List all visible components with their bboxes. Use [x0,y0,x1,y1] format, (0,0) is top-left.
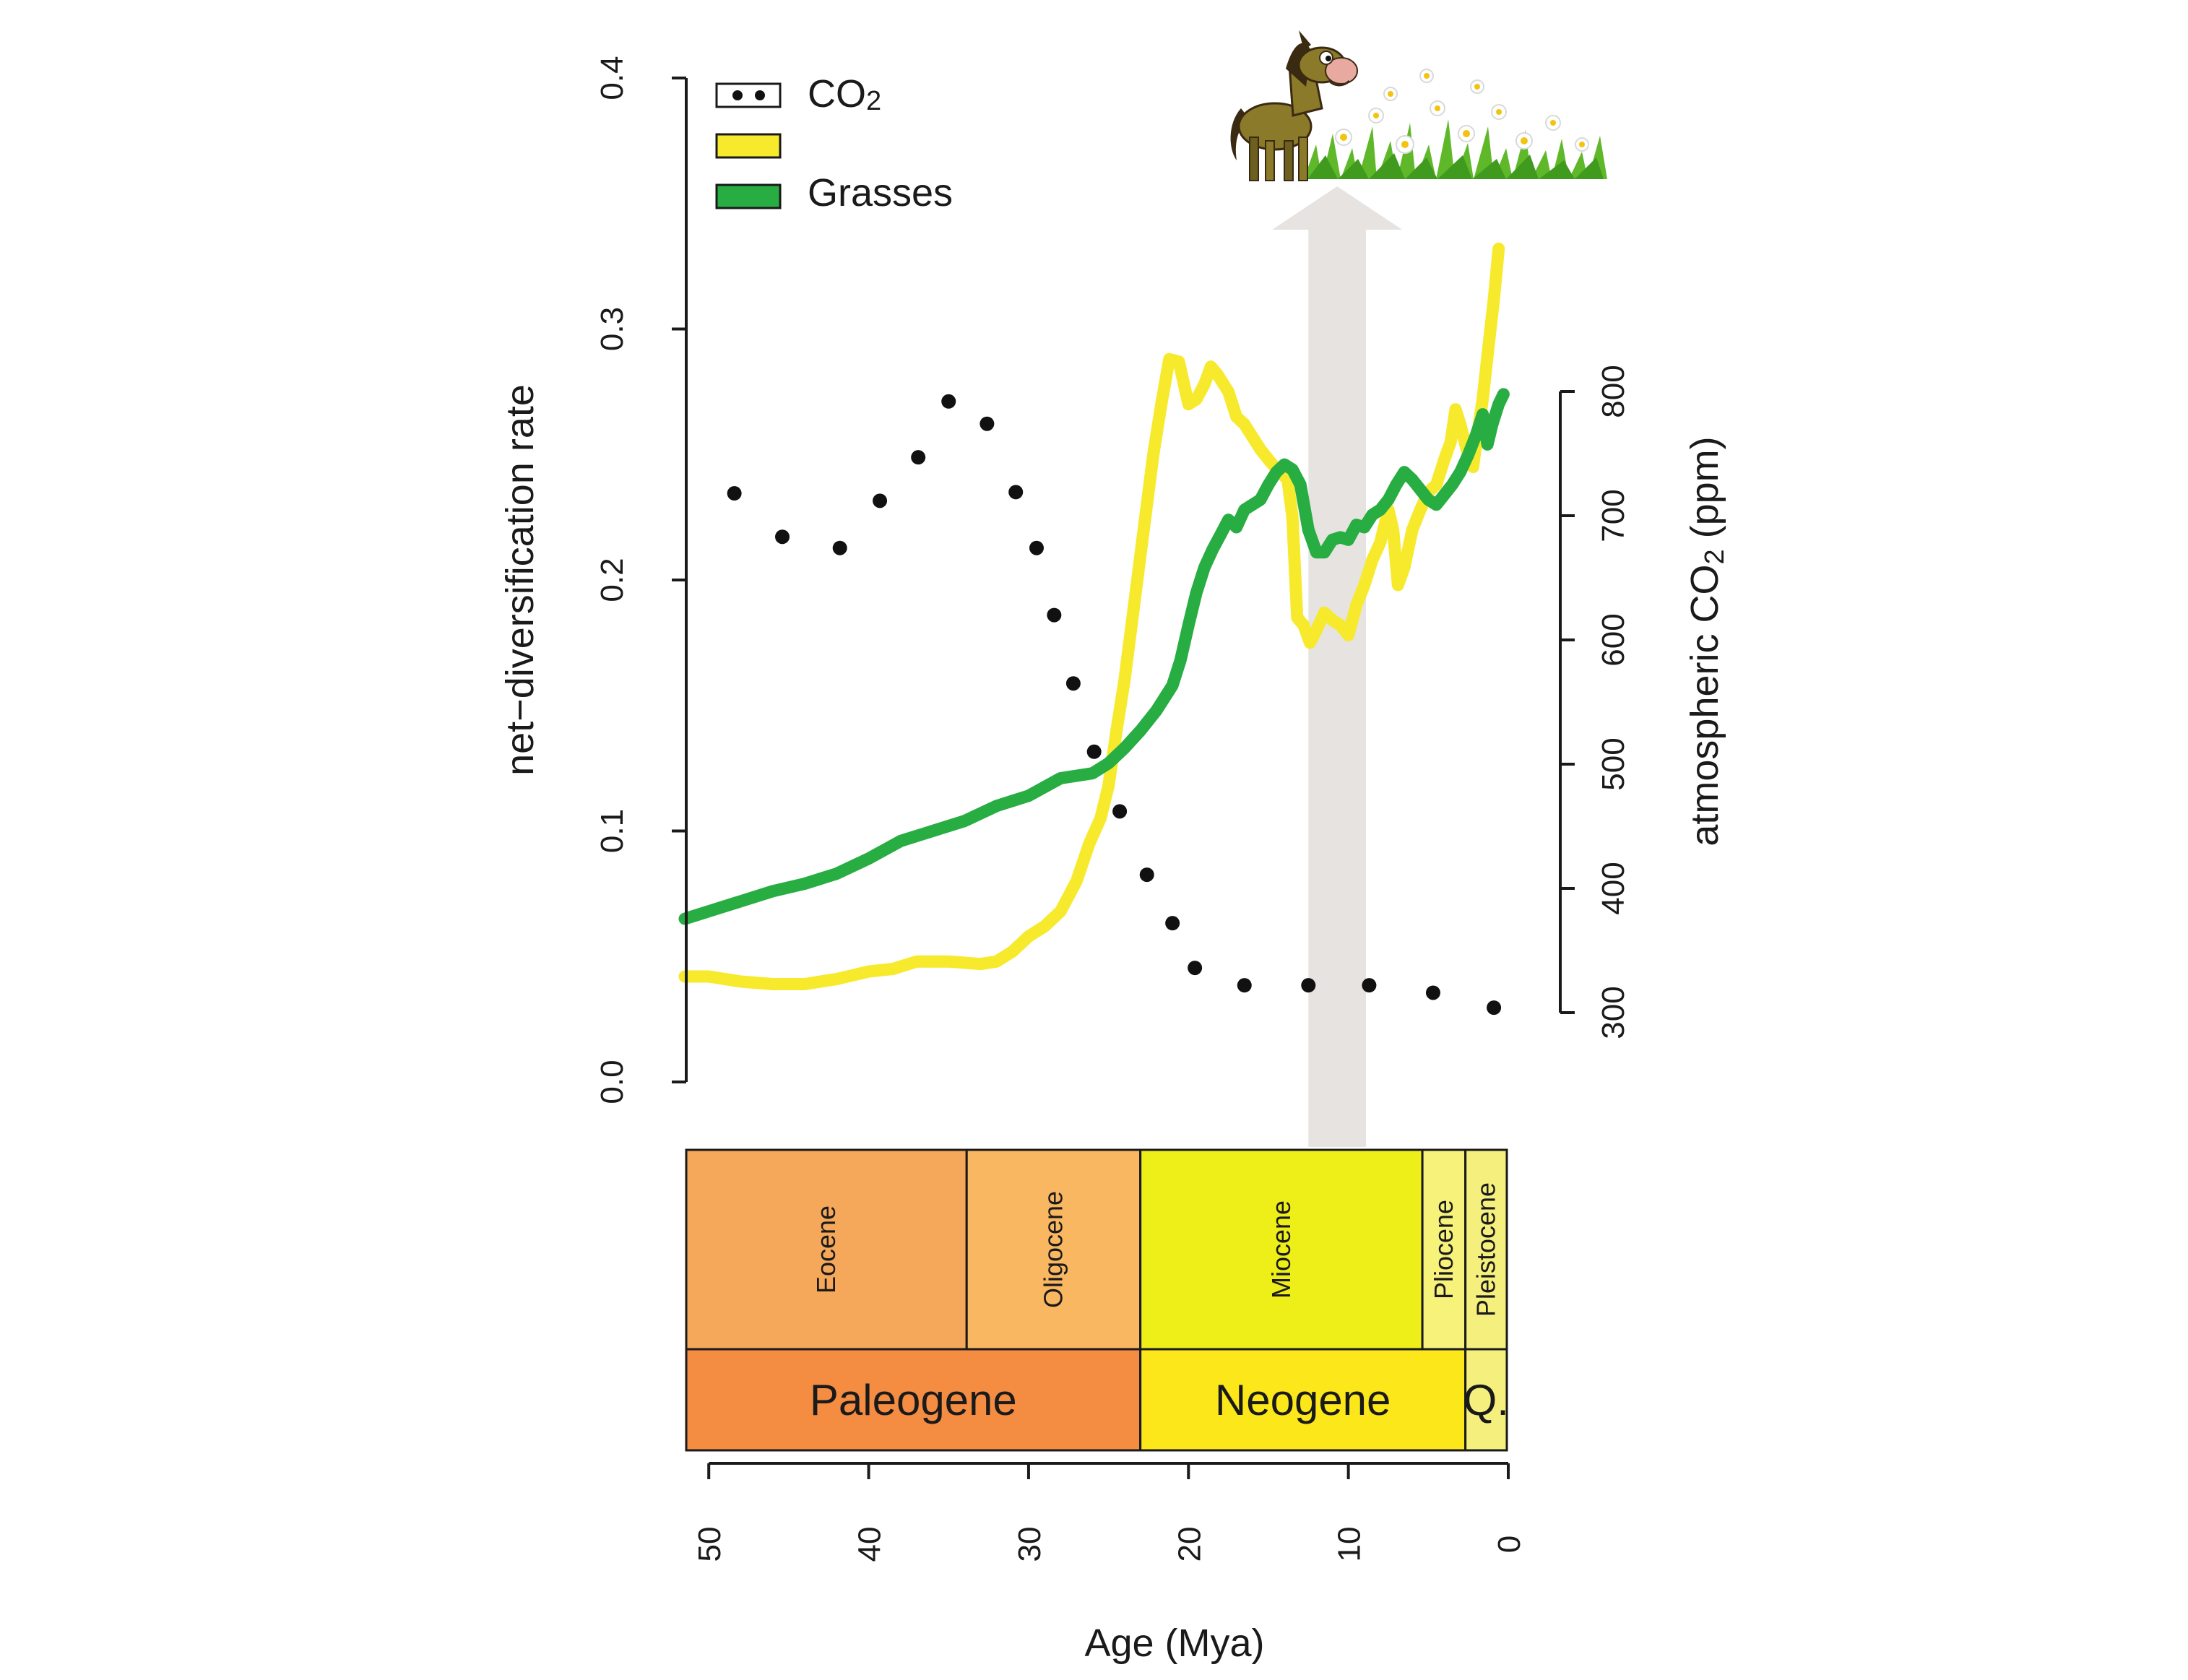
y-left-axis-title: net−diversification rate [498,384,542,776]
geologic-timescale: Eocene Oligocene Miocene Pliocene Pleistocen… [685,1148,1509,1452]
co2-point [1139,867,1154,883]
meadow-flowers [1335,69,1589,154]
horse-grazing-meadow-icon [1230,30,1607,181]
x-tick-label: 30 [1012,1527,1047,1562]
co2-point [1047,607,1062,623]
co2-point [1112,804,1128,819]
co2-point [1425,985,1440,1000]
legend-label-co2: CO2 [808,72,881,116]
y-left-tick-label: 0.3 [594,307,630,351]
co2-point [727,486,742,501]
x-tick-label: 20 [1172,1527,1207,1562]
epoch-box [1421,1148,1467,1351]
epoch-box [1464,1148,1508,1351]
epoch-label: Miocene [1266,1200,1296,1299]
co2-point [1188,961,1203,976]
yellow-series-line [678,242,1505,990]
y-left-tick-label: 0.4 [594,56,630,100]
y-right-tick-label: 800 [1596,365,1631,417]
y-left-axis: 0.0 0.1 0.2 0.3 0.4 [594,56,688,1104]
co2-point [1029,540,1044,555]
legend-key-co2 [715,82,782,108]
x-tick-label: 10 [1332,1527,1367,1562]
y-right-tick-label: 700 [1596,489,1631,542]
epoch-box [685,1148,968,1351]
period-box [685,1348,1142,1452]
meadow-grass [1304,119,1607,179]
y-right-axis-title: atmospheric CO2 (ppm) [1683,436,1730,846]
co2-point [775,529,790,545]
x-tick-label: 0 [1492,1536,1527,1553]
epoch-label: Pleistocene [1471,1182,1500,1317]
y-left-tick-label: 0.2 [594,558,630,602]
highlight-arrow [1272,186,1403,1147]
co2-point [1362,978,1377,993]
co2-point [1301,978,1316,993]
epoch-label: Pliocene [1429,1200,1458,1299]
co2-point [832,540,847,555]
co2-point [1008,485,1024,500]
y-right-axis: 300 400 500 600 700 800 [1559,365,1631,1039]
period-box [1139,1348,1467,1452]
epoch-box [965,1148,1142,1351]
period-label: Paleogene [810,1376,1017,1424]
period-box [1464,1348,1508,1452]
co2-point [980,416,995,431]
y-right-tick-label: 300 [1596,986,1631,1039]
legend-key-co2-dot [755,90,765,100]
epoch-label: Oligocene [1038,1191,1068,1308]
flower-centers [1340,73,1585,148]
epoch-label: Eocene [811,1205,841,1294]
legend-key-grasses [715,183,782,209]
legend-key-co2-dot [732,90,743,100]
y-left-tick-label: 0.0 [594,1060,630,1104]
co2-point [1086,744,1102,759]
grasses-series-line [678,388,1510,925]
y-left-tick-label: 0.1 [594,809,630,853]
period-label: Neogene [1215,1376,1391,1424]
y-right-tick-label: 500 [1596,737,1631,790]
period-label: Q. [1463,1376,1509,1424]
horse-figure [1230,30,1358,181]
legend: CO2 Grasses [715,72,953,215]
co2-point [941,394,956,409]
x-tick-label: 40 [852,1527,888,1562]
legend-key-yellow [715,133,782,159]
co2-point [1165,916,1180,931]
co2-point [1487,1000,1502,1016]
legend-label-grasses: Grasses [808,171,953,215]
co2-point [1237,978,1252,993]
co2-series [727,394,1502,1016]
x-axis-title: Age (Mya) [1084,1621,1264,1665]
y-right-tick-label: 400 [1596,862,1631,914]
co2-point [873,493,888,508]
co2-point [1065,676,1081,691]
y-right-tick-label: 600 [1596,613,1631,666]
co2-point [911,450,926,465]
x-tick-label: 50 [692,1527,727,1562]
x-axis: 50 40 30 20 10 0 [692,1462,1527,1562]
